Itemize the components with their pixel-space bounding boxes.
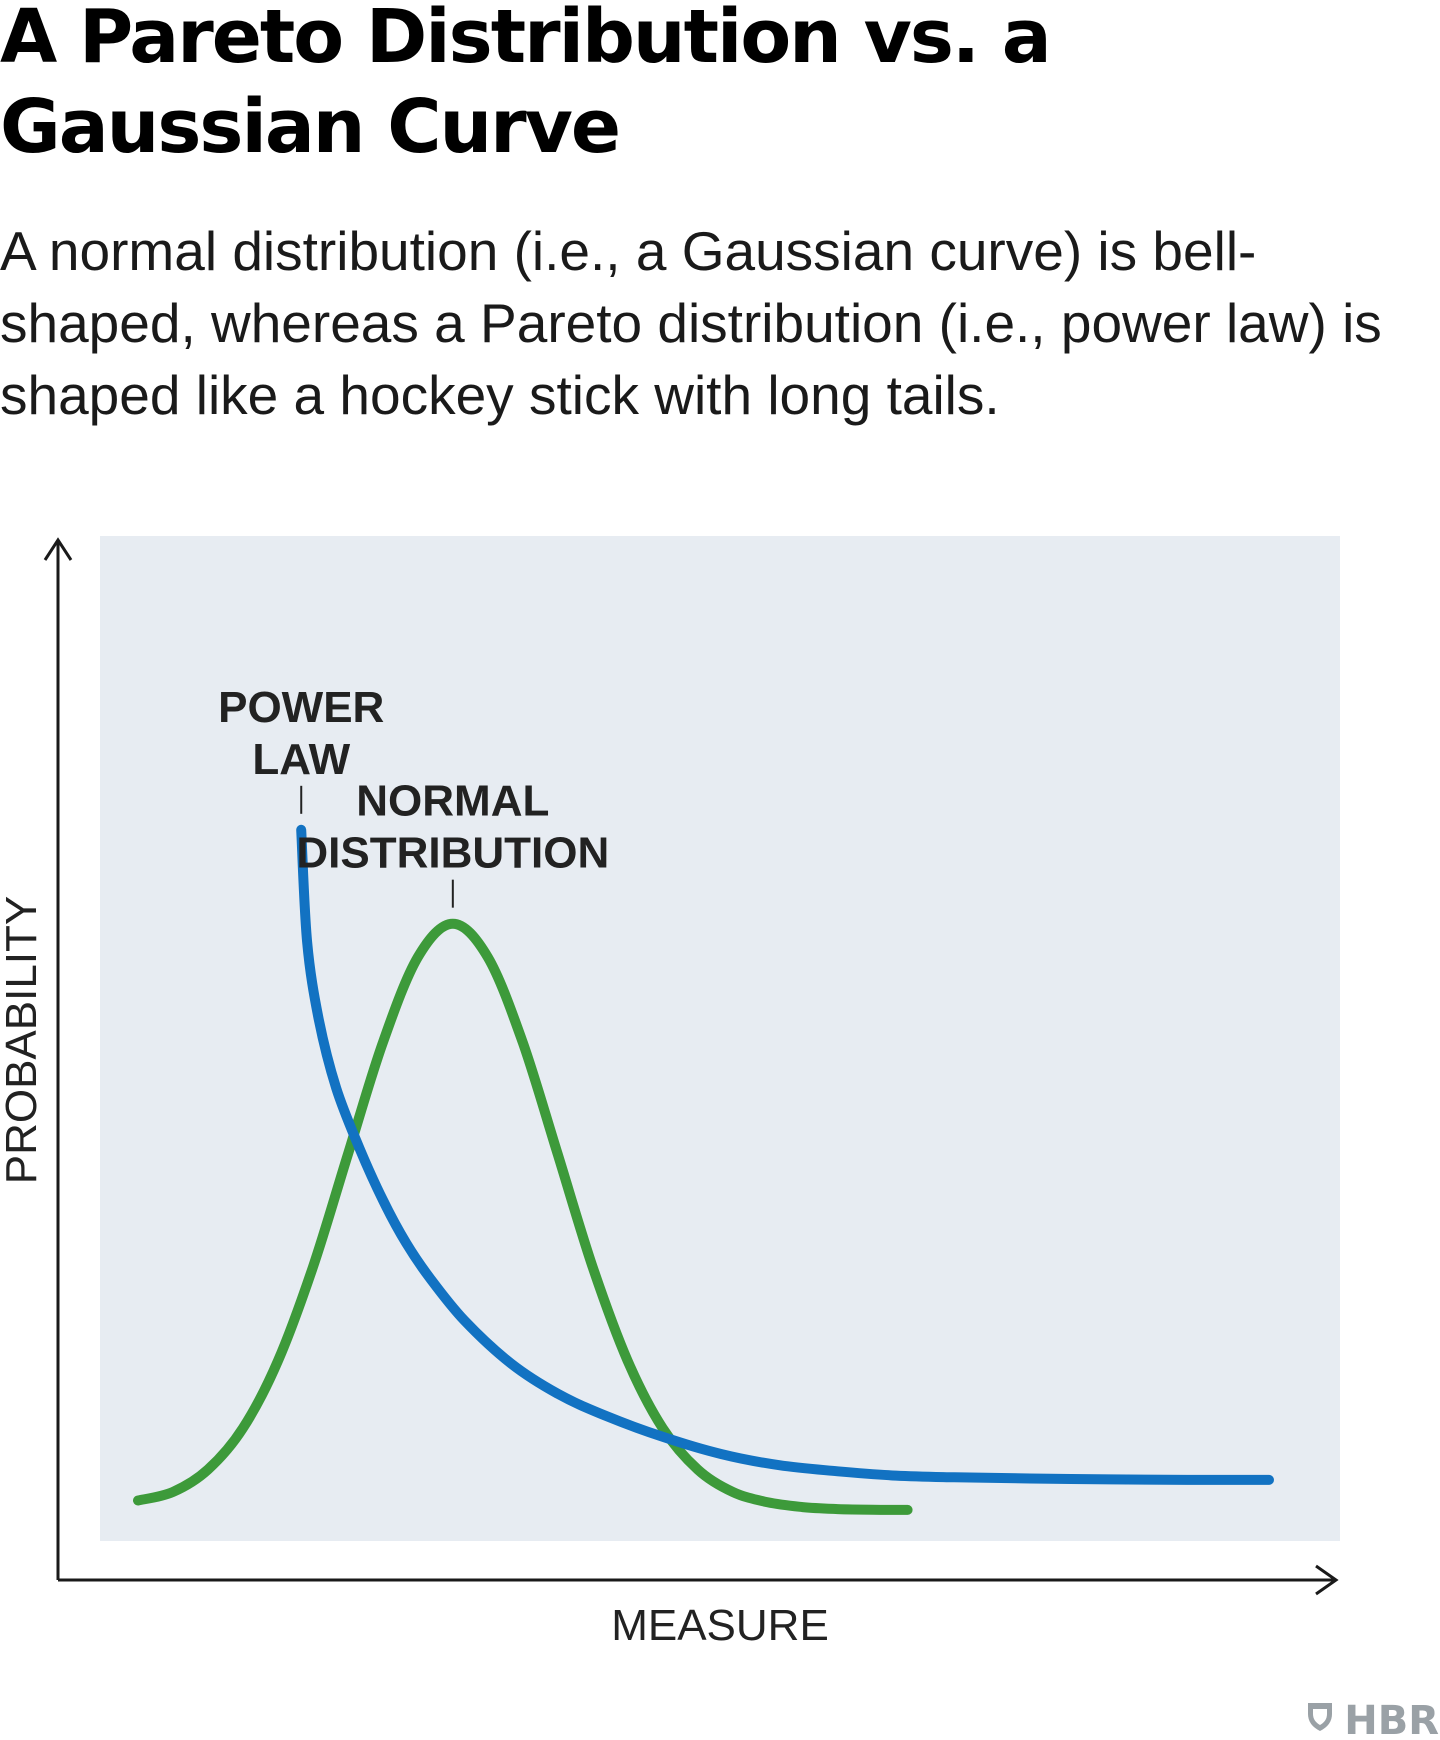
series-line-normal-distribution: [133, 918, 913, 1515]
series-line-power-law: [296, 824, 1274, 1485]
hbr-shield-icon: [1308, 1703, 1332, 1731]
y-axis-arrow-icon: [43, 537, 73, 561]
axes: [43, 537, 1339, 1596]
y-axis-label: PROBABILITY: [0, 896, 46, 1185]
page-title: A Pareto Distribution vs. a Gaussian Cur…: [0, 0, 1052, 170]
series-label-power-law-line-1: POWER: [218, 683, 384, 732]
brand-name: HBR: [1344, 1698, 1439, 1740]
x-axis-arrow-icon: [1315, 1564, 1339, 1596]
series-label-normal-distribution-line-2: DISTRIBUTION: [296, 829, 609, 878]
page-subtitle: A normal distribution (i.e., a Gaussian …: [0, 220, 1382, 426]
x-axis-label: MEASURE: [611, 1601, 829, 1650]
series-label-normal-distribution-line-1: NORMAL: [356, 777, 549, 826]
series-label-power-law-line-2: LAW: [252, 735, 350, 784]
plot-background: [100, 536, 1340, 1541]
brand-logo: HBR: [1308, 1698, 1439, 1740]
